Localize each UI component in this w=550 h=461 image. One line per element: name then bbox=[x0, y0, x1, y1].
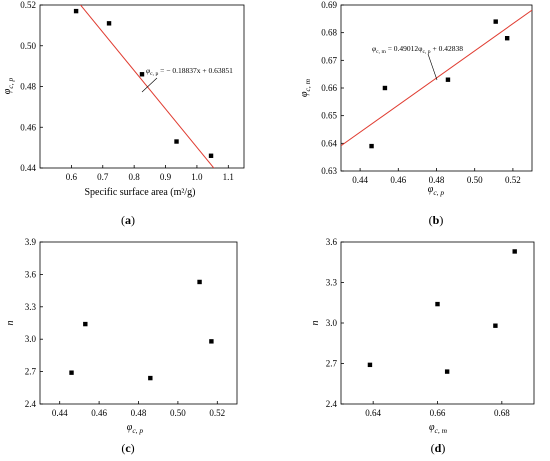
plot-frame bbox=[340, 241, 535, 405]
y-tick-label: 0.50 bbox=[20, 41, 36, 51]
panel-caption: (c) bbox=[121, 441, 134, 455]
x-tick-label: 0.48 bbox=[131, 408, 147, 418]
y-tick-label: 3.6 bbox=[326, 237, 338, 247]
y-tick-label: 0.66 bbox=[321, 83, 337, 93]
x-axis-label: φc, p bbox=[428, 184, 445, 197]
chart-panel-4: 0.64 0.66 0.68 2.4 2.7 3.0 3.3 3.6 φc, m n (d) bbox=[310, 237, 535, 455]
x-tick-label: 0.68 bbox=[494, 408, 510, 418]
y-tick-label: 0.69 bbox=[321, 0, 337, 10]
y-tick-label: 2.4 bbox=[326, 399, 338, 409]
y-tick-label: 3.0 bbox=[326, 318, 338, 328]
x-axis-label: φc, m bbox=[429, 422, 448, 435]
x-tick-label: 0.48 bbox=[429, 175, 445, 185]
x-tick-label: 0.6 bbox=[66, 172, 78, 182]
data-point bbox=[493, 323, 498, 328]
panel-caption: (a) bbox=[121, 213, 135, 227]
y-axis-label: n bbox=[5, 321, 16, 326]
x-tick-label: 0.52 bbox=[209, 408, 225, 418]
data-point bbox=[369, 143, 374, 149]
data-point bbox=[512, 249, 517, 254]
data-point bbox=[367, 362, 373, 368]
data-point bbox=[493, 19, 498, 24]
y-tick-label: 2.7 bbox=[326, 359, 338, 369]
y-tick-label: 3.3 bbox=[326, 278, 338, 288]
data-point bbox=[197, 279, 202, 285]
plot-frame bbox=[39, 4, 245, 169]
chart-panel-2: 0.44 0.46 0.48 0.50 0.52 0.63 0.64 0.65 0.66 0.67… bbox=[299, 0, 533, 227]
y-tick-label: 0.63 bbox=[321, 166, 337, 176]
panel-caption: (d) bbox=[431, 441, 446, 455]
x-tick-label: 1.1 bbox=[223, 172, 234, 182]
data-point bbox=[83, 321, 88, 327]
y-axis-label: φc, m bbox=[299, 78, 312, 97]
x-axis-label: Specific surface area (m²/g) bbox=[85, 187, 196, 198]
y-axis-label: n bbox=[310, 321, 321, 326]
data-point bbox=[139, 72, 145, 77]
x-tick-label: 0.52 bbox=[505, 175, 521, 185]
chart-panel-1: 0.6 0.7 0.8 0.9 1.0 1.1 0.44 0.46 0.48 0.50 0.52 φc… bbox=[2, 0, 245, 227]
y-tick-label: 0.68 bbox=[321, 28, 337, 38]
y-tick-label: 0.44 bbox=[20, 163, 36, 173]
x-tick-label: 0.44 bbox=[52, 408, 68, 418]
x-tick-label: 0.44 bbox=[352, 175, 368, 185]
data-point bbox=[73, 8, 79, 14]
x-tick-label: 0.50 bbox=[170, 408, 186, 418]
x-tick-label: 0.46 bbox=[390, 175, 406, 185]
y-tick-label: 0.48 bbox=[20, 82, 36, 92]
data-point bbox=[209, 339, 214, 344]
x-tick-label: 1.0 bbox=[191, 172, 203, 182]
x-tick-label: 0.8 bbox=[129, 172, 141, 182]
data-point bbox=[504, 36, 510, 41]
chart-panel-3: 0.44 0.46 0.48 0.50 0.52 2.4 2.7 3.0 3.3 3.6 3.9 φc… bbox=[5, 237, 238, 455]
y-tick-label: 3.0 bbox=[25, 334, 37, 344]
y-tick-label: 0.52 bbox=[20, 0, 36, 10]
data-point bbox=[208, 153, 214, 158]
fit-equation: φc, m = 0.49012φc, p + 0.42838 bbox=[372, 44, 463, 55]
y-tick-label: 0.64 bbox=[321, 138, 337, 148]
y-tick-label: 0.46 bbox=[20, 122, 36, 132]
y-tick-label: 3.9 bbox=[25, 237, 37, 247]
y-tick-label: 3.6 bbox=[25, 269, 37, 279]
equation-leader bbox=[141, 77, 158, 93]
y-tick-label: 0.65 bbox=[321, 111, 337, 121]
y-tick-label: 2.4 bbox=[25, 399, 37, 409]
x-tick-label: 0.46 bbox=[91, 408, 107, 418]
data-point bbox=[444, 369, 450, 374]
data-point bbox=[174, 139, 179, 144]
data-point bbox=[106, 21, 112, 26]
plot-frame bbox=[39, 241, 238, 405]
y-axis-label: φc, p bbox=[2, 78, 15, 95]
x-axis-label: φc, p bbox=[127, 422, 144, 435]
y-tick-label: 0.67 bbox=[321, 55, 337, 65]
fit-equation: φc, p = − 0.18837x + 0.63851 bbox=[146, 66, 233, 77]
data-point bbox=[445, 77, 451, 82]
x-tick-label: 0.9 bbox=[160, 172, 172, 182]
data-point bbox=[382, 85, 388, 91]
equation-leader bbox=[427, 53, 438, 81]
y-tick-label: 3.3 bbox=[25, 302, 37, 312]
data-point bbox=[148, 375, 153, 381]
y-tick-label: 2.7 bbox=[25, 367, 37, 377]
data-point bbox=[69, 370, 74, 375]
fit-line bbox=[79, 5, 215, 168]
panel-caption: (b) bbox=[429, 213, 444, 227]
x-tick-label: 0.64 bbox=[365, 408, 381, 418]
x-tick-label: 0.50 bbox=[467, 175, 483, 185]
x-tick-label: 0.66 bbox=[430, 408, 446, 418]
x-tick-label: 0.7 bbox=[97, 172, 109, 182]
data-point bbox=[435, 301, 440, 307]
